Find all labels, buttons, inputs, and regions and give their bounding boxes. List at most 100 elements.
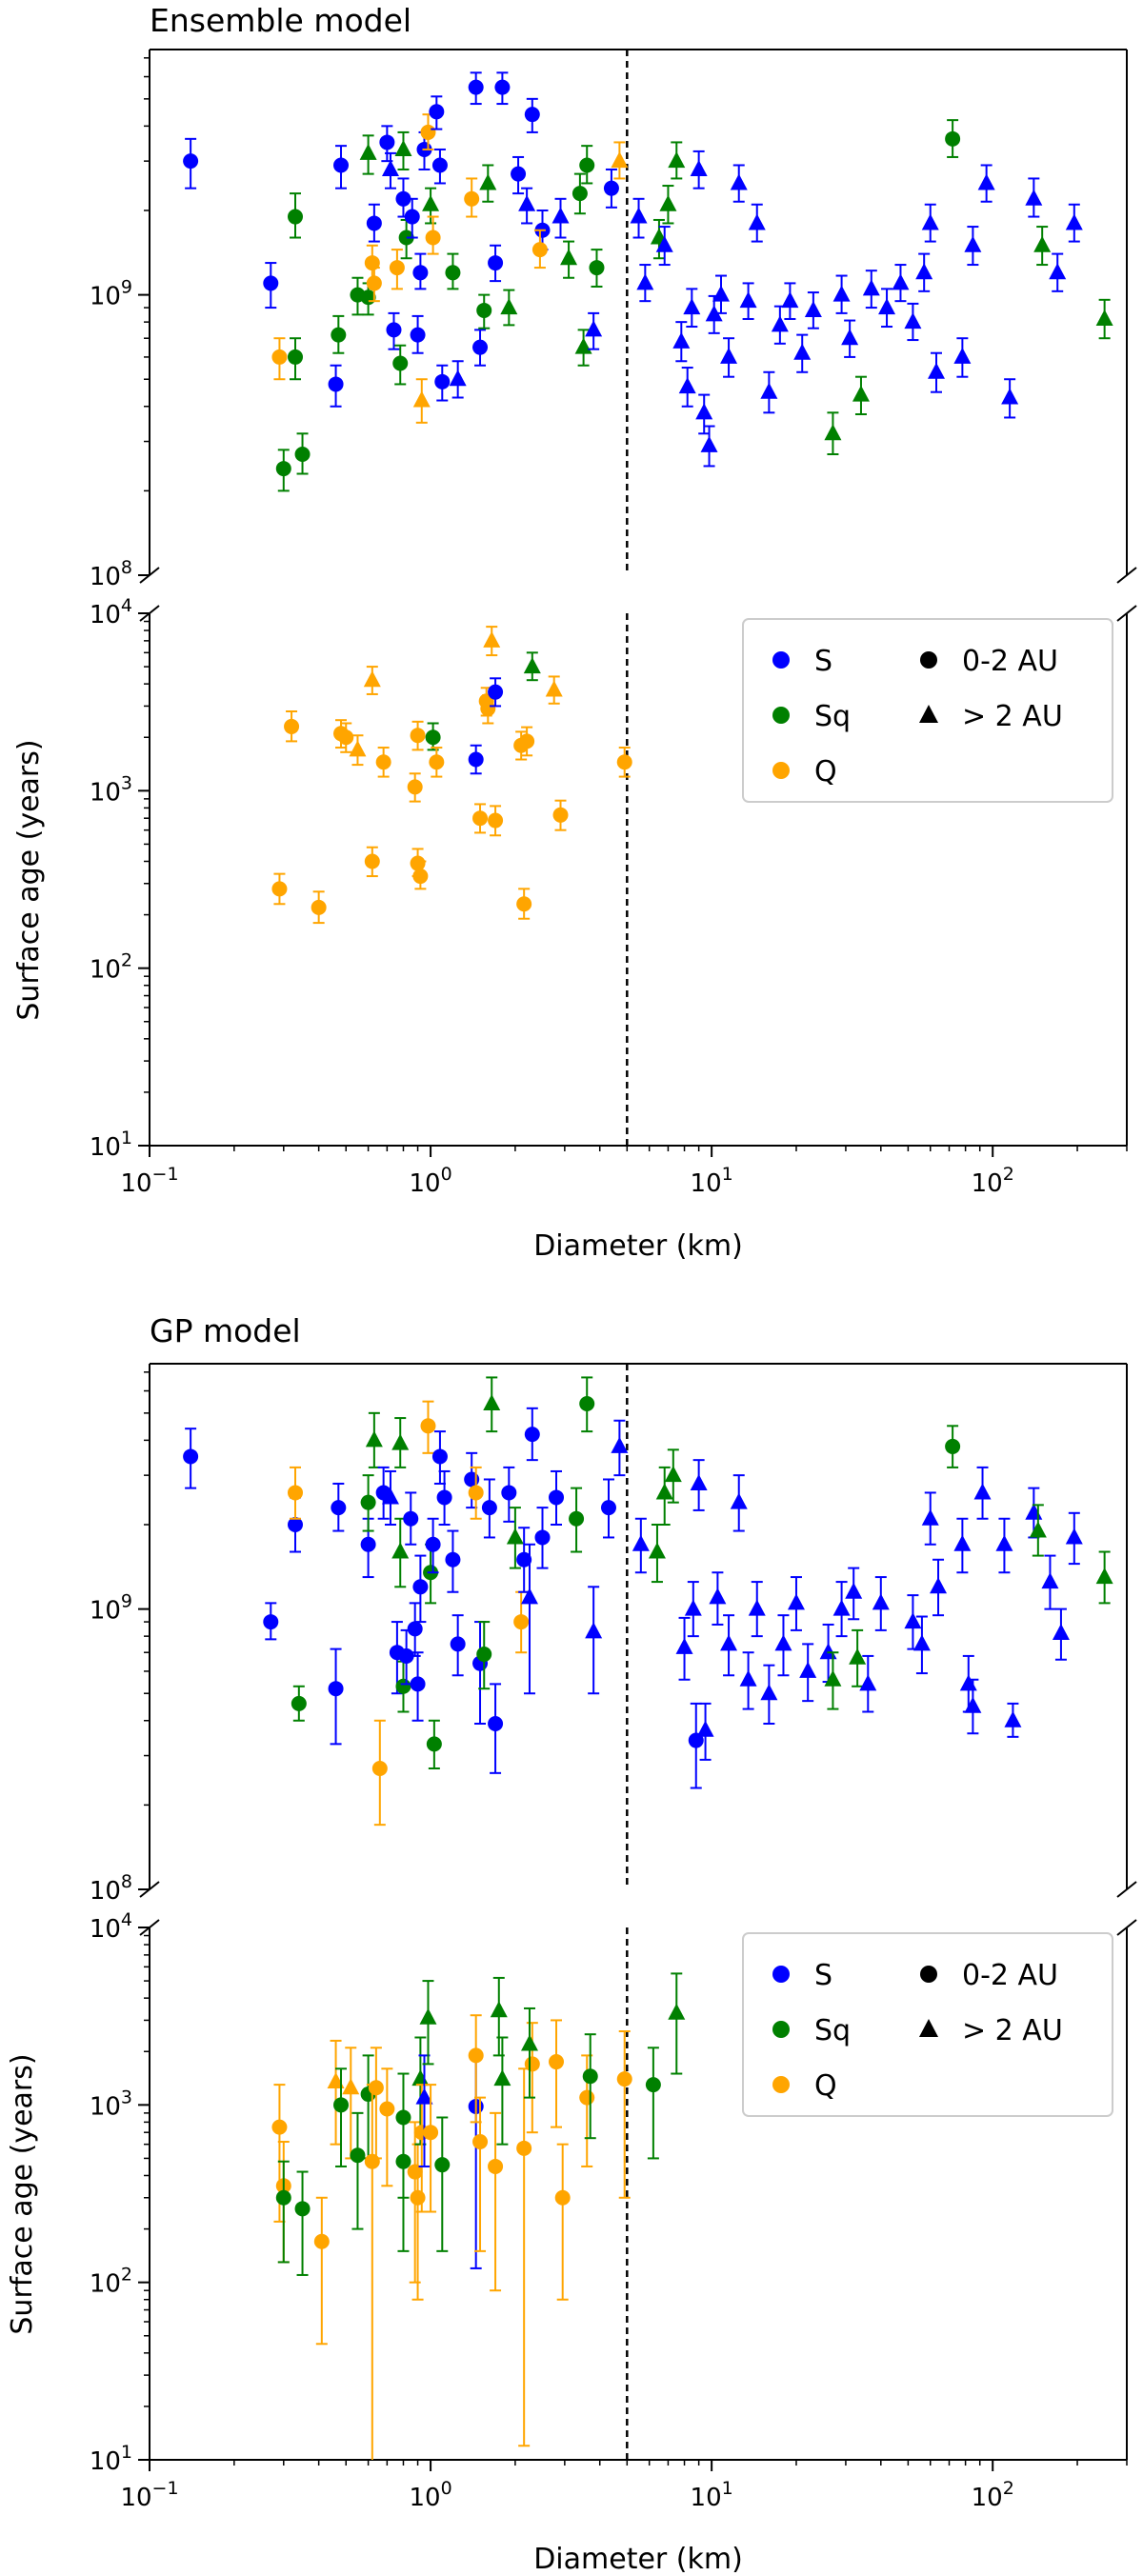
y-tick-label-base: 10 [90, 1133, 121, 1162]
data-point-s-triangle [928, 351, 946, 393]
data-point-s-triangle [712, 274, 731, 314]
data-point-sq-circle [395, 2116, 411, 2252]
data-point-s-circle [412, 1554, 429, 1624]
data-point-s-circle [603, 168, 619, 209]
marker [572, 186, 588, 202]
marker [379, 134, 395, 150]
y-tick-label-exp: 8 [121, 557, 132, 578]
y-tick-label-exp: 1 [121, 1128, 132, 1148]
marker [431, 1448, 448, 1465]
legend-marker-circle [920, 1966, 937, 1983]
data-point-s-triangle [632, 1517, 650, 1574]
marker [488, 684, 504, 700]
marker [684, 1599, 702, 1616]
data-point-s-circle [524, 1407, 540, 1462]
data-point-s-circle [524, 97, 540, 133]
y-tick-label: 102 [90, 950, 132, 985]
marker [476, 302, 492, 318]
data-point-s-circle [450, 1614, 466, 1677]
legend: S Sq Q 0-2 AU > 2 AU [742, 618, 1113, 803]
marker [476, 1647, 492, 1663]
marker [263, 275, 279, 291]
data-point-s-triangle [1004, 1702, 1022, 1738]
marker [852, 385, 870, 402]
marker [363, 670, 381, 688]
marker [1065, 213, 1083, 230]
marker [585, 320, 603, 337]
marker [511, 166, 527, 182]
marker [333, 157, 350, 173]
data-point-sq-circle [569, 1487, 585, 1553]
legend-marker-s [772, 1966, 790, 1983]
marker [338, 729, 354, 746]
marker [921, 213, 939, 230]
marker [524, 1427, 540, 1443]
axis-break-mark [139, 1881, 160, 1898]
legend-marker-triangle [919, 705, 938, 723]
y-tick-label-exp: 3 [121, 2087, 132, 2107]
data-point-s-circle [263, 1602, 279, 1641]
marker [720, 347, 738, 364]
axis-break-mark [1116, 605, 1137, 622]
marker [445, 265, 461, 281]
y-tick-label-base: 10 [90, 956, 121, 985]
marker [959, 1674, 977, 1691]
marker [520, 1588, 538, 1605]
marker [930, 1577, 948, 1594]
data-point-sq-circle [579, 145, 595, 185]
data-point-s-circle [407, 1602, 423, 1657]
data-point-q-triangle [483, 626, 501, 657]
data-point-s-triangle [995, 1517, 1013, 1574]
data-point-sq-triangle [1095, 298, 1113, 340]
y-tick-label-exp: 4 [121, 1909, 132, 1930]
data-point-s-triangle [739, 282, 757, 320]
marker [389, 260, 405, 276]
data-point-s-triangle [904, 1594, 922, 1650]
data-point-sq-circle [434, 2116, 451, 2252]
data-point-sq-circle [426, 1719, 442, 1770]
legend-marker-q [772, 762, 790, 779]
data-point-sq-circle [287, 192, 303, 239]
data-point-s-triangle [551, 197, 570, 239]
marker [429, 754, 445, 770]
marker [513, 1614, 530, 1630]
marker [395, 190, 411, 207]
data-point-q-circle [284, 710, 300, 743]
marker [655, 1483, 673, 1500]
marker [872, 1593, 890, 1610]
data-point-q-circle [468, 1466, 484, 1520]
marker [545, 680, 563, 697]
y-tick-label: 101 [90, 1128, 132, 1162]
x-tick-label-exp: 0 [441, 2478, 452, 2499]
data-point-s-triangle [787, 1576, 805, 1631]
marker [271, 2119, 288, 2135]
data-point-s-circle [431, 148, 448, 185]
legend-label-q: Q [814, 755, 837, 789]
marker [422, 194, 440, 211]
marker [328, 376, 344, 392]
marker [398, 1647, 414, 1664]
marker [720, 1634, 738, 1651]
marker [904, 312, 922, 329]
marker [311, 899, 327, 915]
data-point-sq-triangle [824, 1651, 842, 1710]
marker [371, 1761, 388, 1777]
legend-marker-triangle [919, 2019, 938, 2037]
marker [1025, 189, 1043, 206]
marker [630, 207, 648, 224]
data-point-q-circle [271, 872, 288, 906]
data-point-sq-triangle [852, 375, 870, 416]
x-tick-label-base: 10 [972, 1169, 1003, 1198]
data-point-q-circle [616, 2030, 632, 2199]
data-point-s-circle [386, 311, 402, 350]
marker [275, 461, 291, 477]
marker [394, 139, 412, 156]
marker [518, 194, 536, 211]
marker [579, 2089, 595, 2106]
data-point-sq-triangle [520, 2007, 538, 2099]
y-tick-label-exp: 9 [121, 277, 132, 298]
data-point-s-circle [333, 145, 350, 190]
